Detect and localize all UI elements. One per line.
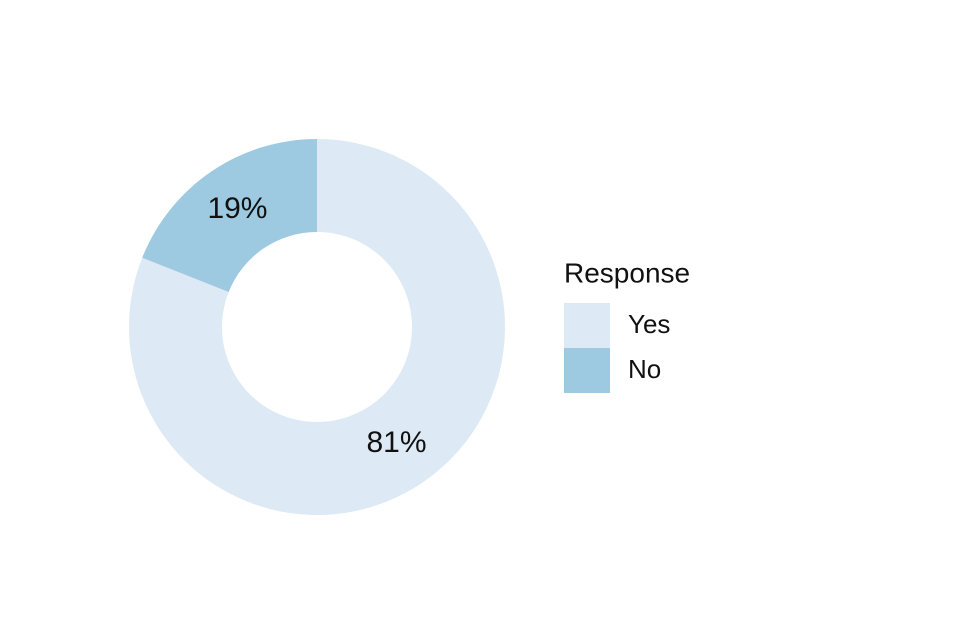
legend-label: Yes bbox=[628, 309, 670, 339]
donut-slice bbox=[142, 139, 317, 293]
slice-label: 19% bbox=[207, 192, 267, 225]
slice-label: 81% bbox=[367, 426, 427, 459]
legend-title: Response bbox=[564, 257, 690, 288]
donut-slice bbox=[128, 139, 505, 515]
legend-label: No bbox=[628, 354, 661, 384]
legend-swatch bbox=[564, 348, 610, 393]
legend-swatch bbox=[564, 303, 610, 348]
